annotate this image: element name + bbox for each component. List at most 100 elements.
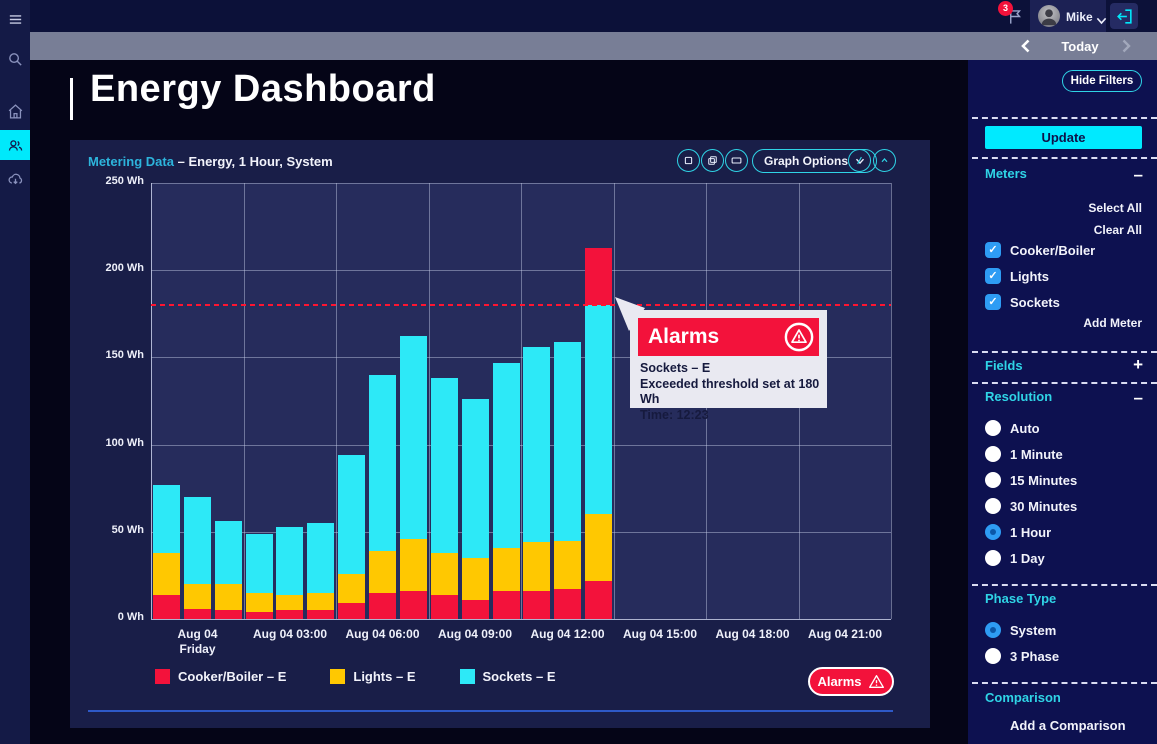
section-title-meters: Meters (985, 166, 1027, 181)
alarm-meter: Sockets – E (640, 361, 711, 375)
bar-segment (585, 514, 613, 581)
card-underline (88, 710, 893, 712)
bar-segment (369, 592, 397, 619)
bar-segment (276, 526, 304, 595)
gridline-horizontal (151, 270, 891, 272)
y-axis-tick-label: 50 Wh (111, 523, 144, 536)
expand-fields-button[interactable]: + (1133, 355, 1143, 374)
radio-row: 3 Phase (985, 646, 1059, 666)
radio-label: 1 Day (1010, 550, 1045, 566)
bar-segment (153, 594, 180, 619)
legend-item[interactable]: Cooker/Boiler – E (155, 669, 286, 684)
chart-bar[interactable] (585, 183, 613, 619)
collapse-meters-button[interactable]: – (1133, 165, 1143, 184)
sidebar-item-search[interactable] (0, 44, 30, 74)
filters-panel: Hide Filters Update Meters – Select All … (968, 60, 1157, 744)
chart-bar[interactable] (276, 183, 304, 619)
bar-segment (276, 610, 304, 619)
user-name[interactable]: Mike (1066, 10, 1093, 24)
gridline-vertical (243, 183, 245, 619)
radio-selected[interactable] (985, 622, 1001, 638)
left-sidebar (0, 0, 30, 744)
next-day-button[interactable] (1118, 38, 1134, 54)
resolution-list: Auto 1 Minute 15 Minutes 30 Minutes 1 Hour 1 … (985, 418, 1077, 574)
x-axis-tick-label: Aug 04 12:00 (530, 627, 605, 641)
radio-unselected[interactable] (985, 472, 1001, 488)
legend-item[interactable]: Sockets – E (459, 669, 556, 684)
legend-swatch (155, 669, 170, 684)
bar-segment (585, 247, 613, 306)
radio-unselected[interactable] (985, 446, 1001, 462)
chart-bar[interactable] (307, 183, 335, 619)
sidebar-item-users-active[interactable] (0, 130, 30, 160)
chart-bar[interactable] (461, 183, 489, 619)
x-axis-tick-label: Aug 04 15:00 (622, 627, 698, 641)
chart-bar[interactable] (399, 183, 427, 619)
dashed-divider (972, 682, 1157, 684)
alarms-button[interactable]: Alarms (808, 667, 894, 696)
bar-segment (214, 610, 242, 619)
y-axis-tick-label: 100 Wh (105, 436, 144, 449)
x-axis-tick-label: Aug 04 Friday (177, 627, 218, 656)
sidebar-item-cloud[interactable] (0, 164, 30, 194)
previous-day-button[interactable] (1018, 38, 1034, 54)
warning-triangle-icon (784, 322, 814, 352)
chart-legend: Cooker/Boiler – E Lights – E Sockets – E (155, 669, 556, 684)
collapse-card-button[interactable] (873, 149, 896, 172)
checkbox-checked[interactable]: ✓ (985, 268, 1001, 284)
bar-segment (307, 523, 335, 593)
logout-button[interactable] (1110, 3, 1138, 29)
bar-segment (492, 591, 520, 619)
radio-unselected[interactable] (985, 550, 1001, 566)
chart-bar[interactable] (369, 183, 397, 619)
chart-bar[interactable] (492, 183, 520, 619)
wide-view-button[interactable] (725, 149, 748, 172)
hide-filters-button[interactable]: Hide Filters (1062, 70, 1142, 92)
radio-row: 1 Hour (985, 522, 1077, 542)
metering-data-link[interactable]: Metering Data (88, 154, 174, 169)
select-all-link[interactable]: Select All (1088, 201, 1142, 215)
chevron-down-icon[interactable] (1096, 12, 1107, 24)
radio-unselected[interactable] (985, 420, 1001, 436)
radio-unselected[interactable] (985, 648, 1001, 664)
bar-segment (585, 305, 613, 515)
checkbox-checked[interactable]: ✓ (985, 294, 1001, 310)
single-view-button[interactable] (677, 149, 700, 172)
radio-label: 1 Hour (1010, 524, 1052, 540)
warning-triangle-icon (868, 675, 884, 688)
stacked-view-button[interactable] (701, 149, 724, 172)
bar-segment (214, 521, 242, 585)
radio-row: System (985, 620, 1059, 640)
edit-button[interactable] (848, 149, 871, 172)
gridline-horizontal (151, 619, 891, 620)
legend-item[interactable]: Lights – E (330, 669, 416, 684)
avatar[interactable] (1038, 5, 1060, 27)
chart-bar[interactable] (523, 183, 551, 619)
meter-label: Lights (1010, 268, 1049, 284)
clear-all-link[interactable]: Clear All (1093, 223, 1142, 237)
chart-card: Metering Data – Energy, 1 Hour, System G… (70, 140, 930, 728)
update-button[interactable]: Update (985, 126, 1142, 149)
sidebar-item-home[interactable] (0, 96, 30, 126)
bar-segment (523, 591, 551, 619)
radio-selected[interactable] (985, 524, 1001, 540)
chart-bar[interactable] (214, 183, 242, 619)
section-title-resolution: Resolution (985, 389, 1053, 404)
add-comparison-link[interactable]: Add a Comparison (1010, 718, 1126, 733)
chart-bar[interactable] (430, 183, 458, 619)
alarm-tooltip-body: Sockets – E Exceeded threshold set at 18… (640, 361, 827, 423)
collapse-resolution-button[interactable]: – (1133, 388, 1143, 407)
meter-label: Cooker/Boiler (1010, 242, 1096, 258)
chart-bar[interactable] (183, 183, 211, 619)
checkbox-checked[interactable]: ✓ (985, 242, 1001, 258)
chart-bar[interactable] (245, 183, 273, 619)
chart-bar[interactable] (153, 183, 180, 619)
bar-segment (399, 591, 427, 619)
bar-segment (245, 533, 273, 593)
gridline-vertical (521, 183, 522, 619)
chart-bar[interactable] (554, 183, 582, 619)
add-meter-link[interactable]: Add Meter (1083, 316, 1142, 330)
hamburger-menu-button[interactable] (0, 4, 30, 34)
radio-unselected[interactable] (985, 498, 1001, 514)
chart-bar[interactable] (338, 183, 366, 619)
